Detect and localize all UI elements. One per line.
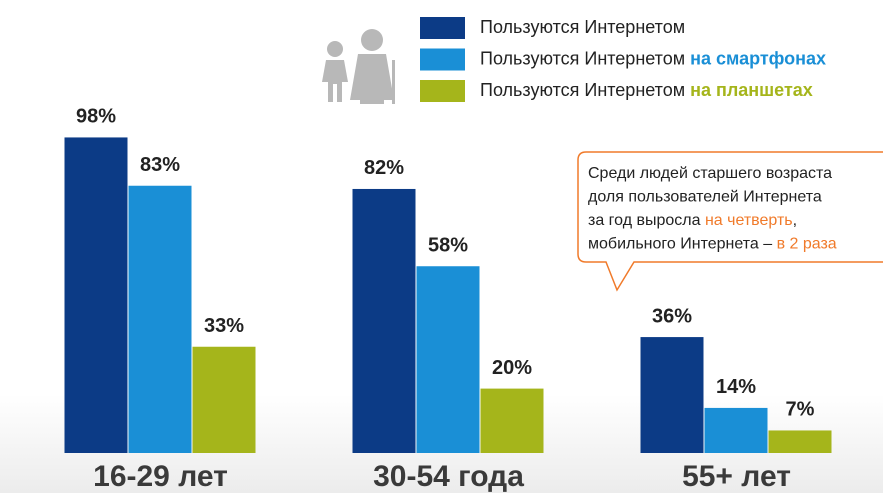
legend-label: Пользуются Интернетом [480, 17, 685, 37]
data-label: 83% [140, 154, 180, 176]
bar [352, 188, 416, 453]
bar [768, 430, 832, 453]
callout-text: доля пользователей Интернета [588, 189, 822, 206]
legend-label: Пользуются Интернетом на планшетах [480, 80, 813, 100]
bar [128, 185, 192, 454]
callout-text: мобильного Интернета – [588, 236, 777, 253]
x-tick-label: 16-29 лет [93, 460, 228, 493]
callout-text: в 2 раза [777, 236, 837, 253]
bar [704, 407, 768, 453]
callout-line: за год выросла на четверть, [588, 212, 797, 229]
bar [480, 388, 544, 453]
people-icon [322, 29, 395, 104]
legend-label-highlight: на планшетах [685, 80, 813, 100]
legend-swatch [420, 48, 465, 71]
data-label: 33% [204, 315, 244, 337]
legend-label-highlight: на смартфонах [685, 48, 826, 68]
data-label: 58% [428, 235, 468, 257]
x-tick-label: 55+ лет [682, 460, 791, 493]
legend-label: Пользуются Интернетом на смартфонах [480, 48, 826, 68]
data-label: 7% [786, 399, 815, 421]
data-label: 82% [364, 157, 404, 179]
data-label: 98% [76, 106, 116, 128]
callout-text: Среди людей старшего возраста [588, 165, 832, 182]
callout-box [577, 151, 883, 292]
bar [640, 337, 704, 453]
callout-line: Среди людей старшего возраста [588, 165, 832, 182]
bar [64, 137, 128, 453]
callout-text: , [793, 212, 797, 229]
callout-line: доля пользователей Интернета [588, 189, 822, 206]
legend-label-part: Пользуются Интернетом [480, 80, 685, 100]
callout-text: за год выросла [588, 212, 705, 229]
data-label: 20% [492, 357, 532, 379]
legend-swatch [420, 17, 465, 39]
data-label: 36% [652, 305, 692, 327]
bar [416, 266, 480, 453]
callout-text: на четверть [705, 212, 793, 229]
x-tick-label: 30-54 года [373, 460, 524, 493]
data-label: 14% [716, 376, 756, 398]
legend-swatch [420, 80, 465, 102]
legend-label-part: Пользуются Интернетом [480, 48, 685, 68]
bar [192, 346, 256, 453]
callout-line: мобильного Интернета – в 2 раза [588, 236, 837, 253]
